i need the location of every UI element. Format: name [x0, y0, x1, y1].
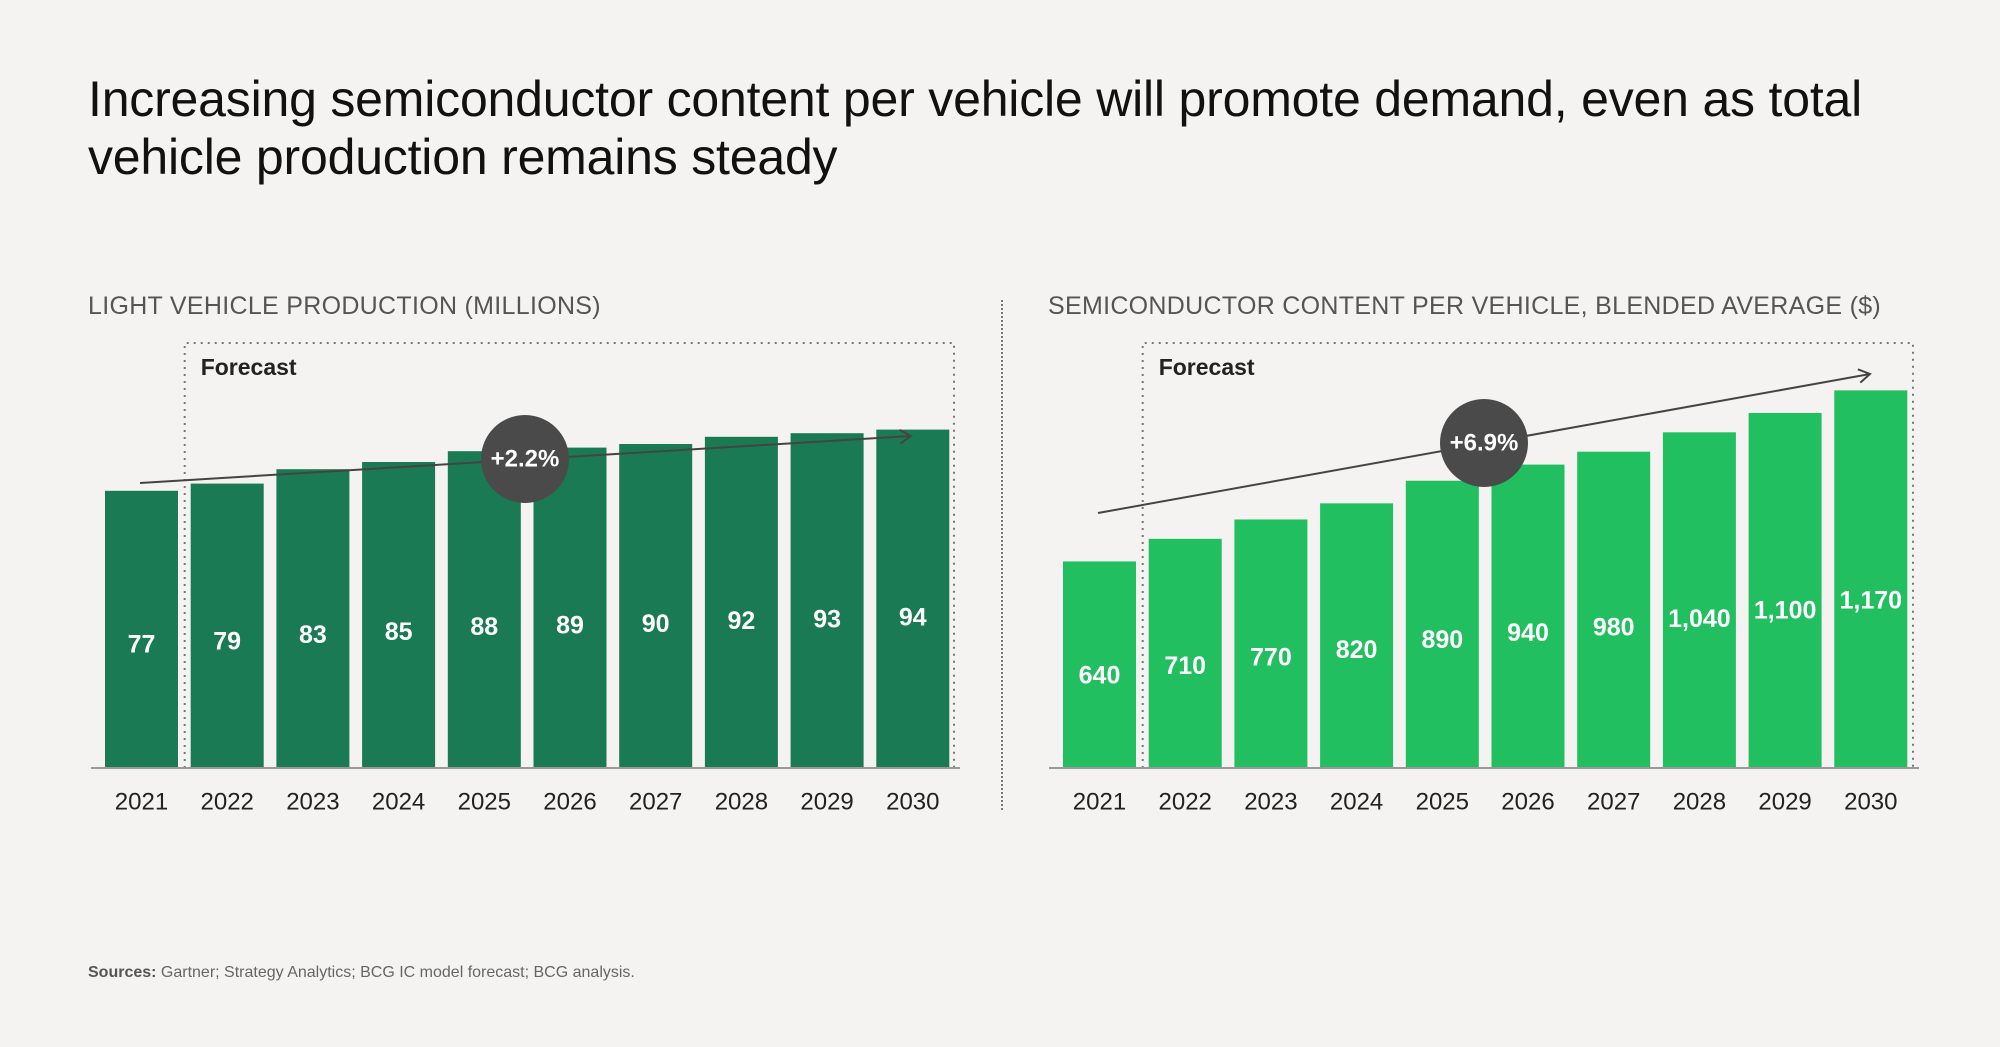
semiconductor-tick-label-2025: 2025	[1416, 788, 1469, 815]
production-value-label-2029: 93	[813, 605, 841, 633]
semiconductor-cagr-label: +6.9%	[1450, 429, 1519, 456]
semiconductor-bar-2029	[1748, 412, 1822, 768]
production-forecast-label: Forecast	[201, 354, 297, 380]
chart-title-semiconductor-content: SEMICONDUCTOR CONTENT PER VEHICLE, BLEND…	[1048, 292, 1882, 320]
semiconductor-tick-label-2030: 2030	[1844, 788, 1897, 815]
production-bar-2028	[704, 436, 778, 768]
semiconductor-bar-2023	[1234, 519, 1308, 768]
production-bar-2026	[533, 447, 607, 768]
semiconductor-bar-2021	[1063, 561, 1136, 768]
semiconductor-bar-2026	[1491, 464, 1565, 768]
production-trend-arrowhead	[899, 429, 913, 445]
production-cagr-badge	[481, 415, 569, 503]
semiconductor-value-label-2022: 710	[1164, 652, 1206, 680]
production-value-label-2022: 79	[213, 627, 241, 655]
semiconductor-forecast-label: Forecast	[1159, 354, 1255, 380]
production-tick-label-2023: 2023	[286, 788, 339, 815]
production-value-label-2025: 88	[470, 613, 498, 641]
semiconductor-value-label-2026: 940	[1507, 619, 1549, 647]
production-bar-2029	[790, 433, 864, 768]
semiconductor-bar-2022	[1148, 538, 1222, 768]
production-tick-label-2027: 2027	[629, 788, 682, 815]
chart-divider	[1001, 300, 1003, 810]
semiconductor-tick-label-2026: 2026	[1501, 788, 1554, 815]
semiconductor-bar-2025	[1405, 480, 1479, 768]
production-tick-label-2021: 2021	[115, 788, 168, 815]
semiconductor-value-label-2027: 980	[1593, 613, 1635, 641]
production-tick-label-2028: 2028	[715, 788, 768, 815]
production-value-label-2024: 85	[385, 618, 413, 646]
semiconductor-trend-arrowhead	[1857, 368, 1872, 384]
semiconductor-value-label-2021: 640	[1079, 662, 1121, 690]
semiconductor-value-label-2025: 890	[1421, 626, 1463, 654]
semiconductor-value-label-2024: 820	[1336, 636, 1378, 664]
semiconductor-value-label-2023: 770	[1250, 643, 1292, 671]
semiconductor-tick-label-2023: 2023	[1244, 788, 1297, 815]
production-value-label-2026: 89	[556, 612, 584, 640]
sources-label: Sources:	[88, 964, 157, 981]
production-tick-label-2025: 2025	[458, 788, 511, 815]
production-value-label-2027: 90	[642, 610, 670, 638]
semiconductor-forecast-region: Forecast	[1141, 342, 1914, 768]
production-bar-2021	[105, 490, 178, 768]
production-value-label-2021: 77	[128, 631, 156, 659]
headline: Increasing semiconductor content per veh…	[88, 71, 1863, 185]
semiconductor-tick-label-2024: 2024	[1330, 788, 1383, 815]
semiconductor-forecast-box	[1141, 342, 1914, 768]
semiconductor-bar-2024	[1320, 503, 1394, 768]
production-bar-2024	[362, 462, 436, 768]
production-tick-label-2026: 2026	[543, 788, 596, 815]
production-value-label-2023: 83	[299, 621, 327, 649]
production-bar-2030	[876, 429, 950, 768]
production-bar-2025	[447, 451, 521, 768]
production-tick-label-2022: 2022	[201, 788, 254, 815]
semiconductor-tick-label-2022: 2022	[1159, 788, 1212, 815]
semiconductor-tick-label-2029: 2029	[1758, 788, 1811, 815]
production-value-label-2030: 94	[899, 604, 927, 632]
semiconductor-bar-2028	[1662, 432, 1736, 768]
semiconductor-bar-2030	[1834, 390, 1908, 768]
production-cagr-label: +2.2%	[491, 445, 560, 472]
production-bar-2027	[619, 444, 693, 768]
production-tick-label-2029: 2029	[800, 788, 853, 815]
production-forecast-region: Forecast	[183, 342, 955, 768]
semiconductor-value-label-2028: 1,040	[1668, 605, 1731, 633]
production-tick-label-2024: 2024	[372, 788, 425, 815]
semiconductor-tick-label-2021: 2021	[1073, 788, 1126, 815]
chart-title-light-vehicle-production: LIGHT VEHICLE PRODUCTION (MILLIONS)	[88, 292, 601, 320]
semiconductor-tick-label-2027: 2027	[1587, 788, 1640, 815]
semiconductor-cagr-badge	[1440, 399, 1528, 487]
semiconductor-tick-label-2028: 2028	[1673, 788, 1726, 815]
semiconductor-value-label-2029: 1,100	[1754, 596, 1817, 624]
semiconductor-value-label-2030: 1,170	[1840, 586, 1903, 614]
production-tick-label-2030: 2030	[886, 788, 939, 815]
semiconductor-bar-2027	[1577, 451, 1651, 768]
production-value-label-2028: 92	[727, 607, 755, 635]
sources-text: Gartner; Strategy Analytics; BCG IC mode…	[156, 964, 635, 981]
sources-note: Sources: Gartner; Strategy Analytics; BC…	[88, 964, 635, 982]
production-bar-2022	[190, 483, 264, 768]
light-vehicle-production-chart: Forecast 77 2021 79 2022 83 2023 85 2024 88 2025 89…	[91, 342, 960, 815]
production-bar-2023	[276, 469, 350, 768]
